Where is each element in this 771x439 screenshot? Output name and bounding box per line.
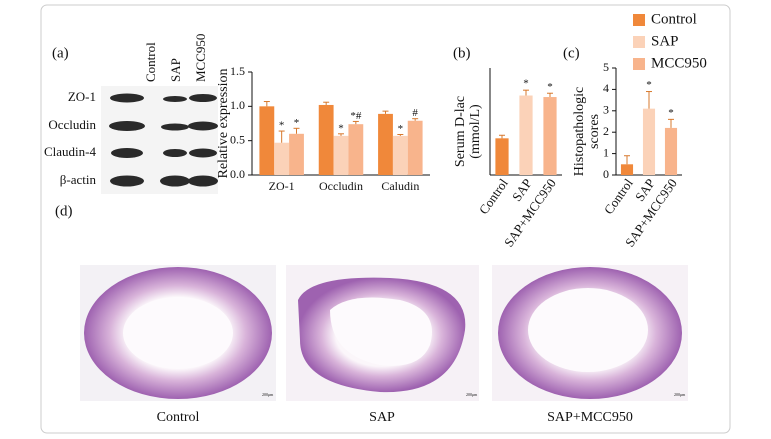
legend-swatch — [633, 36, 645, 48]
significance-mark: * — [646, 79, 652, 91]
image-caption: SAP+MCC950 — [547, 410, 633, 425]
y-axis-label: Serum D-lac — [453, 96, 468, 167]
blot-column-label: Control — [143, 42, 158, 82]
bar — [318, 104, 334, 175]
significance-mark: # — [412, 107, 418, 119]
y-tick-label: 0 — [603, 167, 609, 181]
panel-label: (c) — [563, 45, 580, 61]
bar — [642, 108, 656, 175]
significance-mark: * — [338, 122, 344, 134]
significance-mark: * — [668, 107, 674, 119]
bar — [378, 113, 393, 175]
legend-label: Control — [651, 11, 697, 27]
significance-mark: * — [547, 81, 553, 93]
y-axis-label: scores — [587, 114, 602, 149]
significance-mark: * — [398, 123, 404, 135]
y-axis-label: Histopathologic — [572, 87, 587, 176]
image-caption: SAP — [369, 410, 395, 425]
y-axis-label: Relative expression — [216, 68, 231, 178]
y-tick-label: 4 — [603, 81, 609, 95]
significance-mark: * — [294, 117, 300, 129]
x-tick-label: ZO-1 — [269, 179, 295, 193]
bar — [620, 164, 634, 175]
y-tick-label: 2 — [603, 124, 609, 138]
blot-row-label: ZO-1 — [68, 89, 96, 104]
scale-bar: 200μm — [466, 392, 478, 397]
blot-column-label: SAP — [168, 58, 183, 82]
y-tick-label: 1 — [603, 145, 609, 159]
legend-label: SAP — [651, 33, 679, 49]
bar — [289, 133, 304, 175]
bar — [392, 135, 408, 175]
y-axis-label: (mmol/L) — [468, 104, 483, 159]
x-tick-label: Occludin — [319, 179, 363, 193]
blot-column-label: MCC950 — [193, 34, 208, 82]
y-tick-label: 5 — [603, 60, 609, 74]
blot-row-label: β-actin — [60, 172, 97, 187]
panel-label: (a) — [52, 45, 69, 61]
legend-swatch — [633, 58, 645, 70]
significance-mark: *# — [350, 110, 362, 122]
panel-label: (d) — [55, 203, 73, 219]
bar — [495, 138, 509, 175]
bar — [348, 124, 364, 175]
blot — [101, 86, 218, 194]
bar — [259, 106, 275, 175]
bar — [543, 97, 557, 175]
y-tick-label: 3 — [603, 103, 609, 117]
image-caption: Control — [157, 410, 200, 425]
x-tick-label: Caludin — [381, 179, 419, 193]
bar — [407, 120, 423, 175]
scale-bar: 200μm — [674, 392, 686, 397]
significance-mark: * — [279, 120, 285, 132]
panel-label: (b) — [453, 45, 471, 61]
legend-label: MCC950 — [651, 55, 707, 71]
blot-row-label: Occludin — [48, 117, 96, 132]
bar — [664, 127, 678, 175]
y-tick-label: 1.0 — [230, 98, 245, 112]
bar — [274, 142, 290, 175]
blot-row-label: Claudin-4 — [44, 144, 96, 159]
y-tick-label: 1.5 — [230, 64, 245, 78]
scale-bar: 200μm — [262, 392, 274, 397]
y-tick-label: 0.0 — [230, 167, 245, 181]
bar — [519, 95, 533, 175]
bar — [333, 135, 349, 175]
histology-images — [80, 265, 688, 401]
legend-swatch — [633, 14, 645, 26]
y-tick-label: 0.5 — [230, 132, 245, 146]
significance-mark: * — [523, 78, 529, 90]
